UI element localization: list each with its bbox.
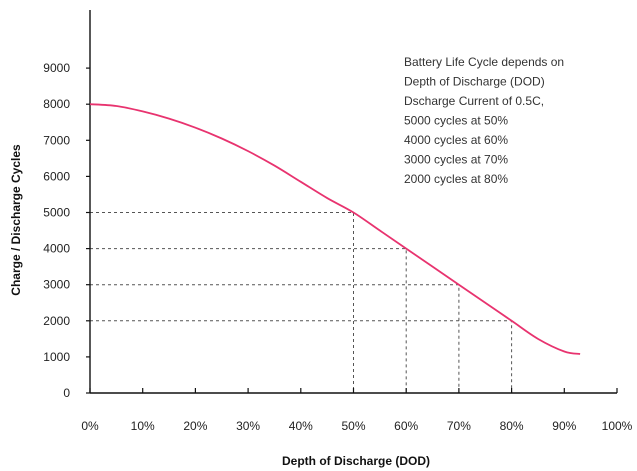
cycle-life-curve xyxy=(89,103,581,355)
x-tick-label: 40% xyxy=(289,419,313,433)
x-tick-label: 20% xyxy=(183,419,207,433)
reference-guide xyxy=(90,284,460,393)
x-tick-label: 90% xyxy=(552,419,576,433)
annotation-line: Dscharge Current of 0.5C, xyxy=(404,94,544,108)
y-tick-label: 3000 xyxy=(43,278,70,292)
x-axis-title: Depth of Discharge (DOD) xyxy=(282,454,430,468)
x-tick-label: 80% xyxy=(500,419,524,433)
x-tick-label: 30% xyxy=(236,419,260,433)
y-tick-label: 7000 xyxy=(43,133,70,147)
annotation-line: Battery Life Cycle depends on xyxy=(404,55,564,69)
reference-guide xyxy=(90,212,354,393)
y-tick-label: 9000 xyxy=(43,61,70,75)
y-tick-label: 5000 xyxy=(43,206,70,220)
x-tick-label: 10% xyxy=(131,419,155,433)
x-tick-label: 70% xyxy=(447,419,471,433)
y-tick-label: 8000 xyxy=(43,97,70,111)
x-tick-label: 100% xyxy=(602,419,633,433)
annotation-line: 5000 cycles at 50% xyxy=(404,114,508,128)
y-tick-label: 2000 xyxy=(43,314,70,328)
reference-guide xyxy=(90,320,513,393)
annotation-line: Depth of Discharge (DOD) xyxy=(404,75,545,89)
annotation-line: 2000 cycles at 80% xyxy=(404,172,508,186)
y-tick-label: 4000 xyxy=(43,242,70,256)
annotation-line: 3000 cycles at 70% xyxy=(404,153,508,167)
annotation-line: 4000 cycles at 60% xyxy=(404,133,508,147)
annotation-block: Battery Life Cycle depends on Depth of Di… xyxy=(404,55,564,186)
y-tick-label: 0 xyxy=(63,386,70,400)
reference-guides xyxy=(90,212,513,393)
y-tick-label: 6000 xyxy=(43,169,70,183)
x-tick-label: 60% xyxy=(394,419,418,433)
y-ticks: 0 1000 2000 3000 4000 5000 6000 7000 8000 9000 xyxy=(43,61,90,400)
y-tick-label: 1000 xyxy=(43,350,70,364)
x-tick-label: 50% xyxy=(341,419,365,433)
x-ticks: 0% 10% 20% 30% 40% 50% 60% 70% 80% 90% 100% xyxy=(81,388,633,433)
x-tick-label: 0% xyxy=(81,419,99,433)
y-axis-title: Charge / Discharge Cycles xyxy=(9,144,23,296)
